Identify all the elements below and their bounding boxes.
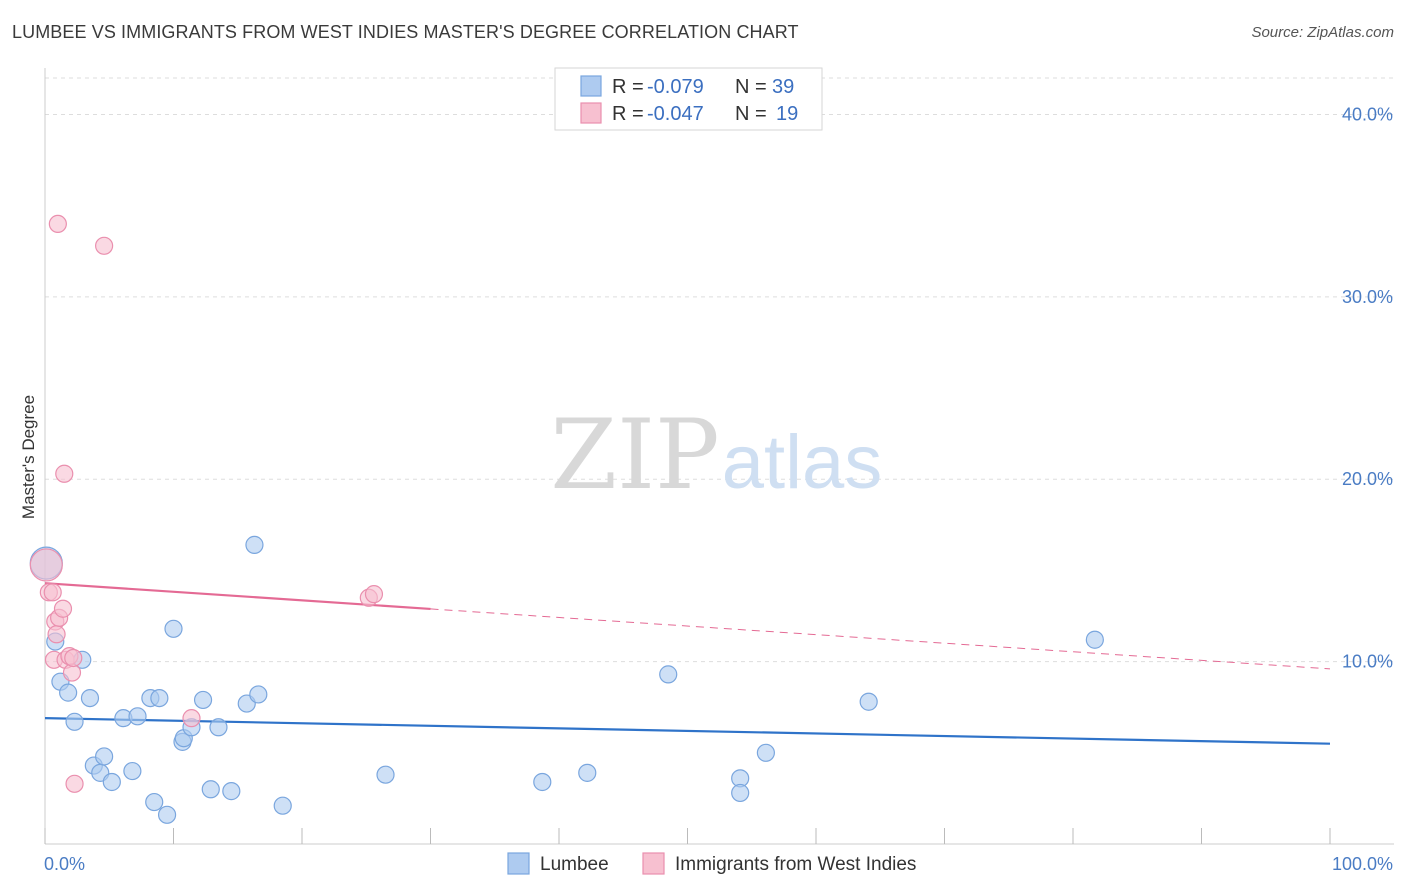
y-tick-label: 30.0% xyxy=(1342,287,1393,307)
legend: R = -0.079 N = 39 R = -0.047 N = 19 xyxy=(554,67,823,131)
legend-n-label-west-indies: N = xyxy=(735,103,767,125)
point-lumbee xyxy=(193,690,213,710)
point-west-indies xyxy=(47,625,66,644)
x-tick-label-min: 0.0% xyxy=(44,854,85,874)
x-tick-labels: 0.0% 100.0% xyxy=(44,854,1393,874)
chart-title: LUMBEE VS IMMIGRANTS FROM WEST INDIES MA… xyxy=(12,22,799,42)
point-west-indies xyxy=(95,236,114,255)
point-west-indies xyxy=(64,648,83,668)
trend-lines xyxy=(44,582,1331,745)
point-lumbee xyxy=(731,783,750,803)
legend-r-value-lumbee: -0.079 xyxy=(647,76,704,98)
point-lumbee xyxy=(95,747,114,766)
point-lumbee xyxy=(123,761,142,781)
point-lumbee xyxy=(533,772,552,792)
point-lumbee xyxy=(201,780,220,799)
point-west-indies xyxy=(182,709,201,728)
axes xyxy=(44,68,1394,845)
chart-source: Source: ZipAtlas.com xyxy=(1251,24,1394,41)
legend-swatch-west-indies xyxy=(580,102,602,124)
point-west-indies xyxy=(65,774,84,793)
watermark-zip: ZIP xyxy=(550,399,719,511)
y-axis-label: Master's Degree xyxy=(19,395,38,519)
bottom-legend-label-lumbee: Lumbee xyxy=(540,854,609,875)
point-lumbee xyxy=(59,683,78,702)
y-tick-labels: 10.0% 20.0% 30.0% 40.0% xyxy=(1342,104,1393,671)
point-lumbee xyxy=(164,619,183,638)
point-lumbee xyxy=(578,763,597,782)
trendline-lumbee xyxy=(44,717,1331,745)
point-lumbee xyxy=(102,772,121,792)
point-west-indies xyxy=(48,214,67,234)
bottom-legend-swatch-west-indies xyxy=(642,852,665,875)
point-lumbee xyxy=(65,712,84,731)
point-lumbee xyxy=(859,692,878,711)
watermark: ZIP atlas xyxy=(550,399,882,511)
bottom-legend-label-west-indies: Immigrants from West Indies xyxy=(675,854,916,875)
point-lumbee xyxy=(80,688,100,708)
point-lumbee xyxy=(222,782,241,801)
data-points xyxy=(29,214,1104,824)
legend-n-value-lumbee: 39 xyxy=(772,76,794,98)
point-lumbee xyxy=(150,688,169,708)
bottom-legend-swatch-lumbee xyxy=(507,852,530,875)
point-lumbee xyxy=(659,665,678,684)
point-lumbee xyxy=(273,796,292,815)
point-lumbee xyxy=(128,707,147,726)
legend-r-value-west-indies: -0.047 xyxy=(647,103,704,125)
point-west-indies xyxy=(55,464,74,483)
x-tick-label-max: 100.0% xyxy=(1332,854,1393,874)
grid-lines xyxy=(45,77,1394,663)
point-lumbee xyxy=(1085,630,1104,649)
trendline-west-indies-dashed xyxy=(430,608,1331,670)
point-lumbee xyxy=(376,765,395,784)
point-lumbee xyxy=(157,805,177,824)
point-lumbee xyxy=(145,792,164,812)
legend-n-value-west-indies: 19 xyxy=(776,103,798,125)
point-west-indies xyxy=(43,583,62,602)
point-lumbee xyxy=(756,743,775,762)
point-west-indies xyxy=(364,585,384,604)
point-west-indies xyxy=(29,548,63,582)
y-tick-label: 20.0% xyxy=(1342,469,1393,489)
legend-r-label-west-indies: R = xyxy=(612,103,644,125)
point-lumbee xyxy=(245,535,264,554)
legend-r-label-lumbee: R = xyxy=(612,76,644,98)
y-tick-label: 10.0% xyxy=(1342,652,1393,672)
point-west-indies xyxy=(53,599,73,618)
watermark-atlas: atlas xyxy=(722,420,883,505)
legend-n-label-lumbee: N = xyxy=(735,76,767,98)
y-tick-label: 40.0% xyxy=(1342,104,1393,124)
point-lumbee xyxy=(209,718,228,737)
legend-swatch-lumbee xyxy=(580,75,602,97)
bottom-legend: Lumbee Immigrants from West Indies xyxy=(507,852,916,875)
point-lumbee xyxy=(249,685,268,704)
